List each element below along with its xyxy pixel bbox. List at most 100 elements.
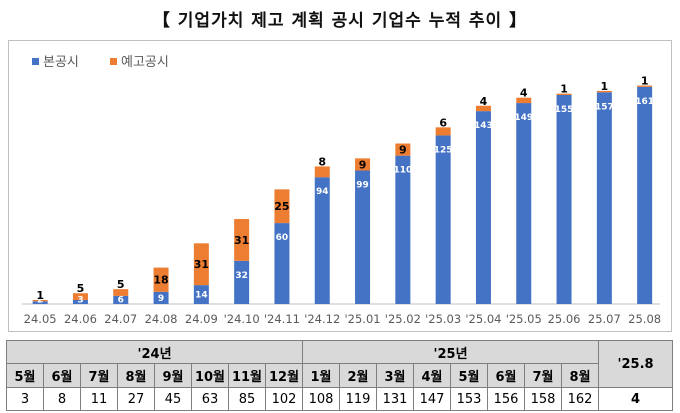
bar-main xyxy=(72,299,88,304)
bar-main xyxy=(395,155,411,304)
bar-pre xyxy=(395,143,411,156)
x-tick-label: 25.06 xyxy=(548,312,581,326)
month-header-cell: 7월 xyxy=(80,363,118,388)
bar-pre-label: 8 xyxy=(318,155,326,168)
month-header-cell: 12월 xyxy=(264,363,304,388)
legend-label: 예고공시 xyxy=(121,55,169,70)
bar-pre-label: 31 xyxy=(194,258,209,271)
bar-main-label: 2 xyxy=(37,296,43,306)
month-header-cell: 3월 xyxy=(376,363,415,388)
bar-pre xyxy=(193,243,209,286)
bar-main xyxy=(516,103,532,304)
bar-main-label: 6 xyxy=(118,296,124,306)
value-cell: 27 xyxy=(117,387,155,411)
bar-pre-label: 9 xyxy=(399,144,407,157)
bar-pre-label: 4 xyxy=(480,95,488,108)
bar-main-label: 125 xyxy=(434,145,453,155)
x-tick-label: 25.07 xyxy=(588,312,621,326)
value-cell: 11 xyxy=(80,387,118,411)
bar-main-label: 155 xyxy=(555,105,574,115)
summary-table: '24년 '25년 '25.8 5월 6월 7월 8월 9월 10월 11월 12월 1월 2월 3월 4… xyxy=(5,340,674,411)
bar-pre-label: 25 xyxy=(274,200,289,213)
chart-frame xyxy=(8,40,672,332)
x-tick-label: '24.11 xyxy=(264,312,300,326)
legend-swatch xyxy=(32,58,39,65)
bar-pre-label: 6 xyxy=(439,116,447,129)
bar-pre xyxy=(234,219,250,261)
x-tick-label: 25.08 xyxy=(628,312,661,326)
bar-main xyxy=(234,260,250,304)
month-header-cell: 10월 xyxy=(191,363,229,388)
year-header-cell: '25.8 xyxy=(598,340,674,388)
value-cell: 147 xyxy=(413,387,452,411)
x-tick-label: '25.03 xyxy=(425,312,461,326)
value-cell: 158 xyxy=(524,387,563,411)
bar-main xyxy=(32,301,48,304)
bar-pre-label: 1 xyxy=(641,75,649,88)
month-header-cell: 9월 xyxy=(154,363,192,388)
value-cell: 3 xyxy=(6,387,44,411)
last-value-cell: 4 xyxy=(598,387,674,411)
bar-main-label: 14 xyxy=(195,291,208,301)
bar-main-label: 157 xyxy=(595,102,614,112)
bar-pre-label: 4 xyxy=(520,87,528,100)
value-cell: 162 xyxy=(561,387,600,411)
bar-pre xyxy=(355,158,371,171)
x-tick-label: '25.05 xyxy=(506,312,542,326)
bar-main-label: 110 xyxy=(393,166,412,176)
month-header-cell: 8월 xyxy=(117,363,155,388)
year-header-row: '24년 '25년 '25.8 xyxy=(5,340,674,388)
bar-pre-label: 9 xyxy=(359,158,367,171)
x-tick-label: '25.02 xyxy=(385,312,421,326)
x-tick-label: '25.01 xyxy=(345,312,381,326)
bar-main-label: 9 xyxy=(158,294,164,304)
bar-pre-label: 5 xyxy=(77,282,85,295)
year-header-cell: '24년 xyxy=(5,340,304,364)
month-header-cell: 4월 xyxy=(413,363,452,388)
bar-main xyxy=(153,291,169,304)
x-tick-label: 24.07 xyxy=(104,312,137,326)
bar-pre-label: 5 xyxy=(117,278,125,291)
month-header-cell: 8월 xyxy=(561,363,600,388)
bar-main-label: 32 xyxy=(235,271,248,281)
bar-main xyxy=(355,170,371,304)
bar-pre xyxy=(72,293,88,300)
bar-main-label: 60 xyxy=(276,233,289,243)
bar-main xyxy=(435,135,451,304)
month-header-cell: 6월 xyxy=(487,363,526,388)
bar-pre xyxy=(113,289,129,296)
month-header-cell: 2월 xyxy=(339,363,378,388)
bar-pre xyxy=(596,90,612,93)
month-header-cell: 6월 xyxy=(43,363,81,388)
month-header-cell: 5월 xyxy=(6,363,44,388)
month-header-cell: 7월 xyxy=(524,363,563,388)
bar-pre xyxy=(516,97,532,104)
x-tick-label: 24.08 xyxy=(145,312,178,326)
bar-main xyxy=(637,86,653,304)
bar-pre xyxy=(435,127,451,136)
bar-main xyxy=(314,177,330,304)
chart-title: 【 기업가치 제고 계획 공시 기업수 누적 추이 】 xyxy=(152,11,528,31)
bar-main xyxy=(113,295,129,304)
x-tick-label: '24.12 xyxy=(304,312,340,326)
bar-main-label: 161 xyxy=(635,97,654,107)
value-cell: 131 xyxy=(376,387,415,411)
legend-label: 본공시 xyxy=(43,55,79,70)
value-cell: 102 xyxy=(264,387,304,411)
x-tick-label: '24.10 xyxy=(224,312,260,326)
x-tick-label: 24.06 xyxy=(64,312,97,326)
x-tick-label: 24.09 xyxy=(185,312,218,326)
bar-main-label: 3 xyxy=(77,296,83,306)
bar-pre xyxy=(32,299,48,302)
bar-pre xyxy=(475,105,491,112)
value-cell: 108 xyxy=(302,387,341,411)
value-row: 3 8 11 27 45 63 85 102 108 119 131 147 153 156 158 162 4 xyxy=(6,387,674,411)
bar-main-label: 143 xyxy=(474,121,493,131)
value-cell: 119 xyxy=(339,387,378,411)
bar-pre-label: 1 xyxy=(36,289,44,302)
bar-pre xyxy=(556,93,572,95)
bar-pre-label: 31 xyxy=(234,234,249,247)
bar-main xyxy=(274,223,290,304)
bar-main-label: 94 xyxy=(316,187,329,197)
bar-main xyxy=(556,94,572,304)
